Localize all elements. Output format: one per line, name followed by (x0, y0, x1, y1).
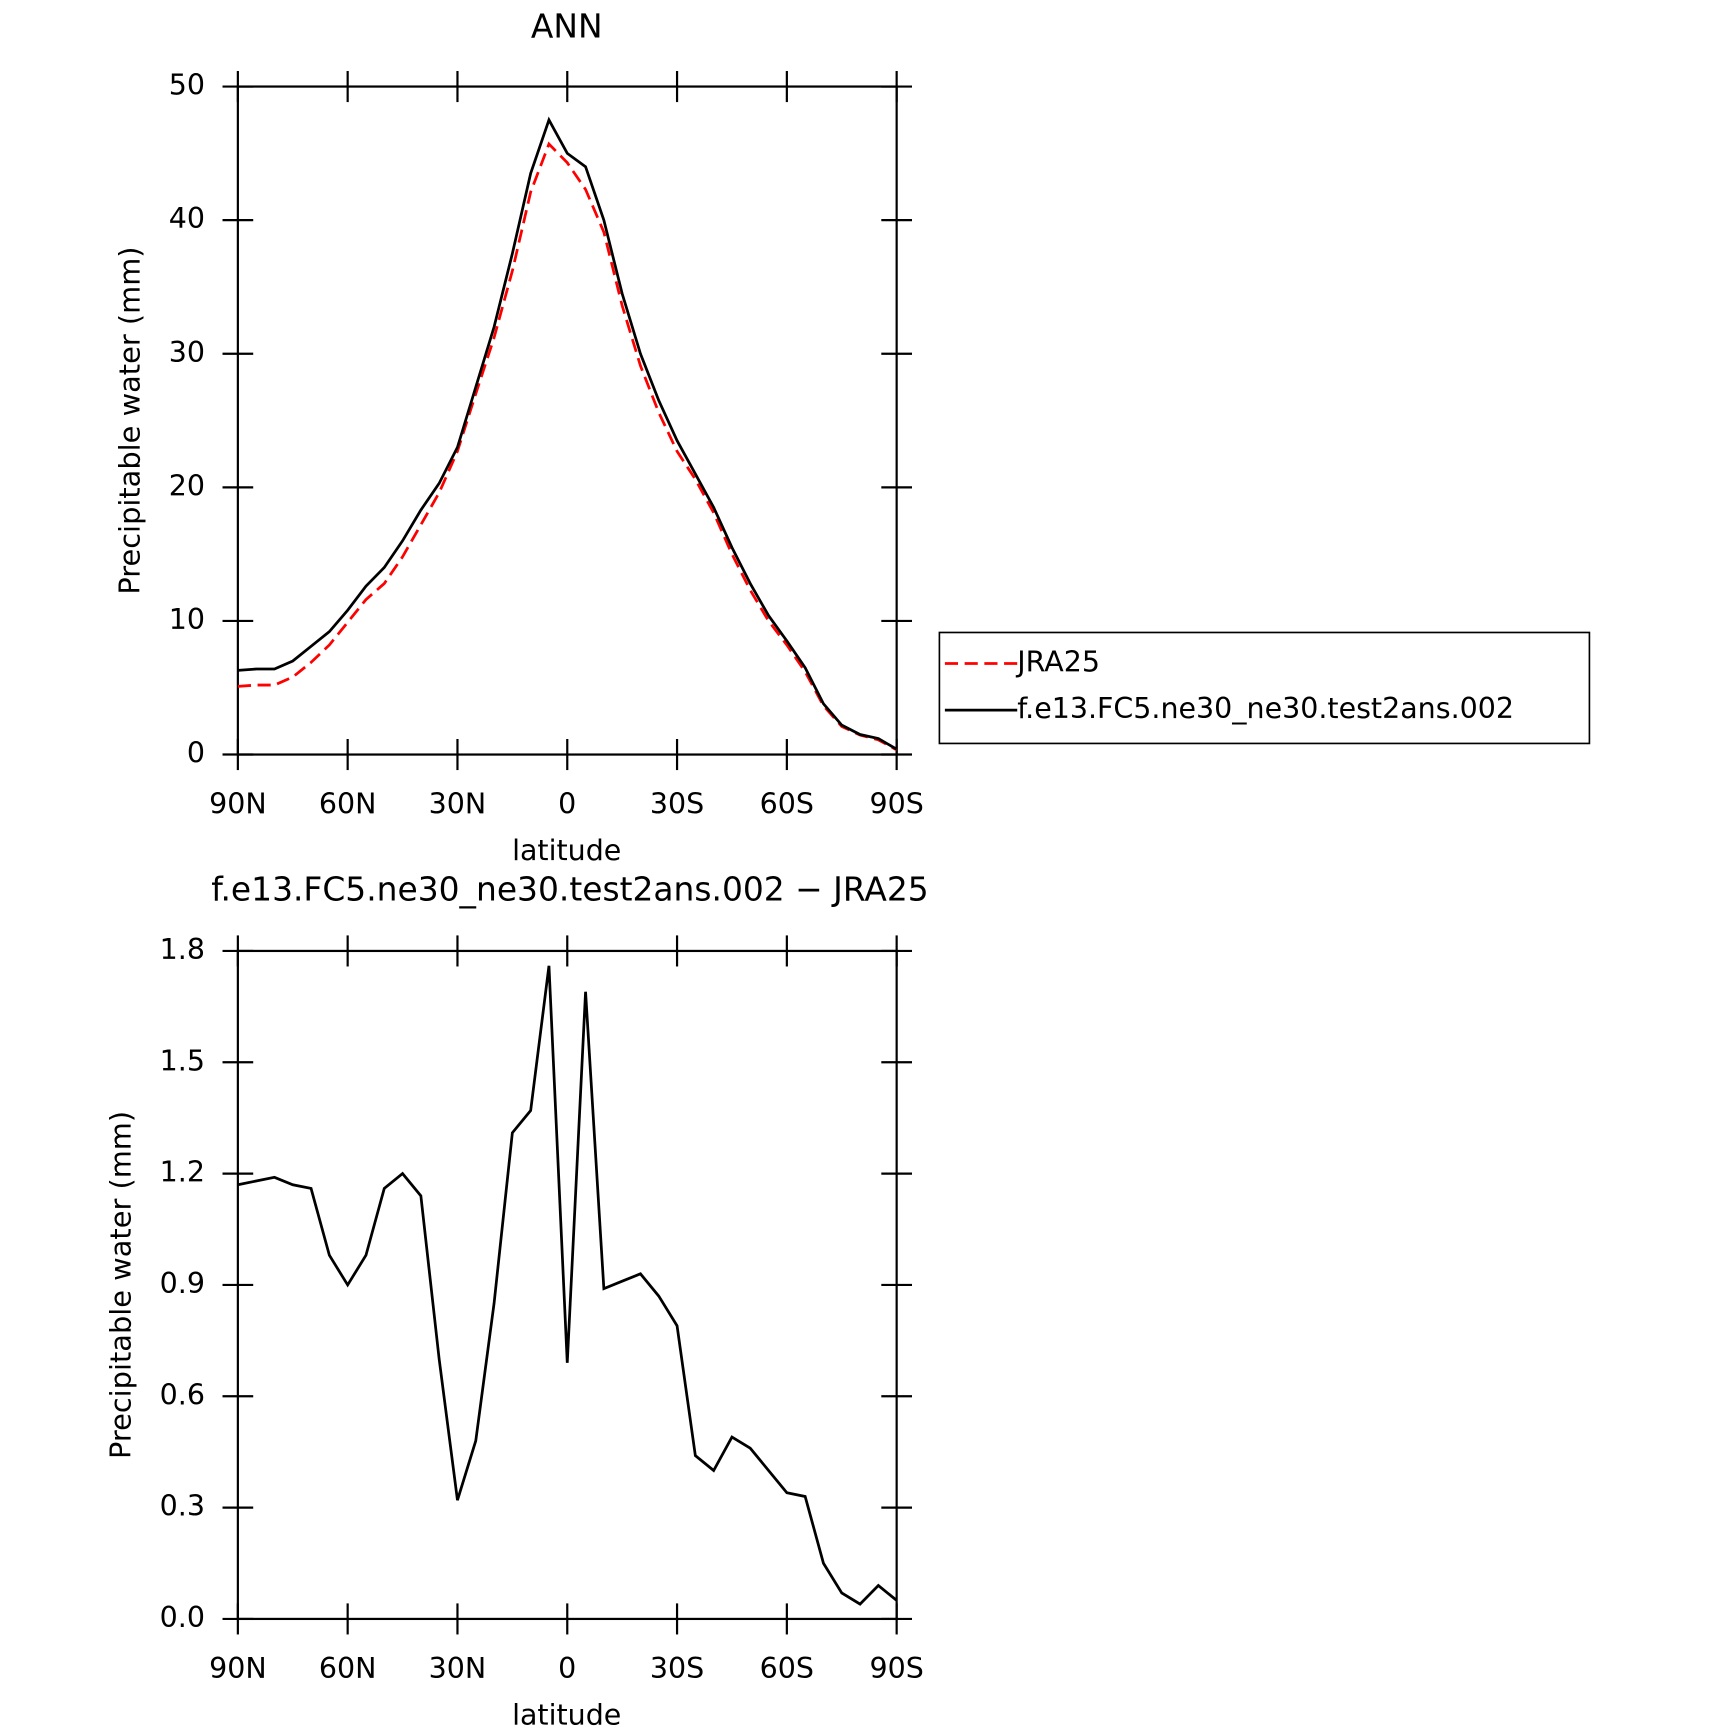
y-tick-label: 50 (169, 67, 205, 101)
x-tick-label: 30N (429, 786, 487, 820)
y-axis-label: Precipitable water (mm) (113, 246, 147, 594)
legend-label: f.e13.FC5.ne30_ne30.test2ans.002 (1017, 691, 1514, 725)
x-tick-label: 0 (558, 1651, 576, 1685)
y-tick-label: 1.5 (160, 1043, 205, 1077)
x-tick-label: 60N (319, 786, 377, 820)
x-tick-label: 90S (869, 786, 923, 820)
plot-frame (236, 949, 898, 1621)
y-tick-label: 0.6 (160, 1377, 205, 1411)
series-line (237, 116, 898, 751)
x-tick-label: 0 (558, 786, 576, 820)
x-tick-label: 60S (760, 1651, 814, 1685)
y-tick-label: 1.8 (160, 932, 205, 966)
plot-frame (236, 85, 898, 756)
y-axis-label: Precipitable water (mm) (104, 1111, 138, 1459)
y-tick-label: 0.0 (160, 1600, 205, 1634)
y-tick-label: 0.9 (160, 1266, 205, 1300)
y-tick-label: 10 (169, 602, 205, 636)
x-tick-label: 60N (319, 1651, 377, 1685)
series-line (237, 141, 898, 752)
legend-box (938, 631, 1591, 745)
legend-label: JRA25 (1015, 644, 1100, 678)
x-tick-label: 90S (869, 1651, 923, 1685)
x-tick-label: 90N (209, 1651, 267, 1685)
x-tick-label: 30N (429, 1651, 487, 1685)
x-tick-label: 60S (760, 786, 814, 820)
chart-title: ANN (531, 6, 603, 45)
chart-title: f.e13.FC5.ne30_ne30.test2ans.002 − JRA25 (211, 869, 928, 908)
y-tick-label: 0.3 (160, 1488, 205, 1522)
x-tick-label: 90N (209, 786, 267, 820)
x-tick-label: 30S (650, 1651, 704, 1685)
x-axis-label: latitude (512, 833, 621, 867)
y-tick-label: 1.2 (160, 1154, 205, 1188)
series-line (237, 965, 898, 1606)
y-tick-label: 40 (169, 201, 205, 235)
y-tick-label: 30 (169, 335, 205, 369)
y-tick-label: 0 (187, 735, 205, 769)
y-tick-label: 20 (169, 468, 205, 502)
x-tick-label: 30S (650, 786, 704, 820)
x-axis-label: latitude (512, 1697, 621, 1731)
